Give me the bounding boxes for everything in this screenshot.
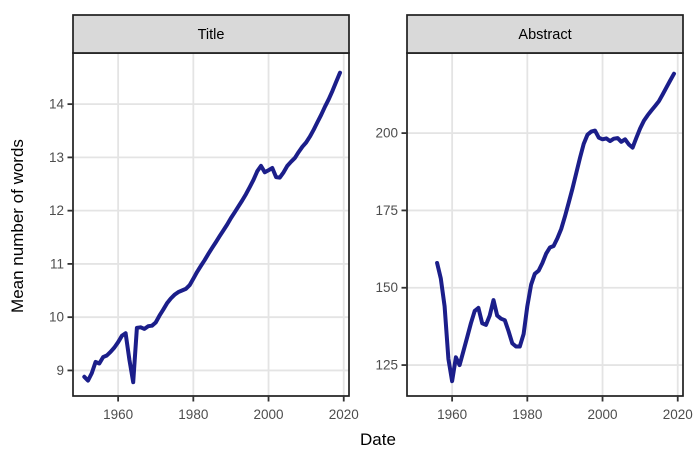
y-tick-label: 175	[375, 203, 398, 218]
y-tick-label: 11	[50, 256, 64, 271]
y-tick-label: 200	[375, 126, 398, 141]
facet-strip	[72, 14, 350, 54]
y-tick-label: 10	[49, 310, 64, 325]
y-tick-label: 150	[375, 280, 398, 295]
y-tick-label: 14	[49, 97, 65, 112]
series-line	[82, 70, 342, 385]
series-line	[435, 71, 676, 384]
y-tick-label: 13	[49, 150, 64, 165]
facet-strip-label: Title	[198, 27, 225, 43]
x-tick-label: 2000	[254, 407, 284, 422]
x-axis-title: Date	[360, 430, 396, 449]
y-tick-label: 125	[375, 358, 398, 373]
x-tick-label: 2020	[329, 407, 359, 422]
x-tick-label: 1980	[178, 407, 208, 422]
x-tick-label: 2000	[588, 407, 618, 422]
y-tick-label: 9	[56, 363, 64, 378]
x-tick-label: 1980	[512, 407, 542, 422]
facet-panel: Abstract 1960 1980 2000 2020 125 150 175 200	[375, 14, 693, 422]
x-tick-label: 1960	[103, 407, 133, 422]
facet-strip	[406, 14, 684, 54]
y-tick-label: 12	[49, 203, 64, 218]
facet-panel: Title 1960 1980 2000 2020 9 10 11 12 13 14	[49, 14, 359, 422]
x-tick-label: 1960	[437, 407, 467, 422]
x-tick-label: 2020	[663, 407, 693, 422]
facet-strip-label: Abstract	[518, 27, 571, 43]
